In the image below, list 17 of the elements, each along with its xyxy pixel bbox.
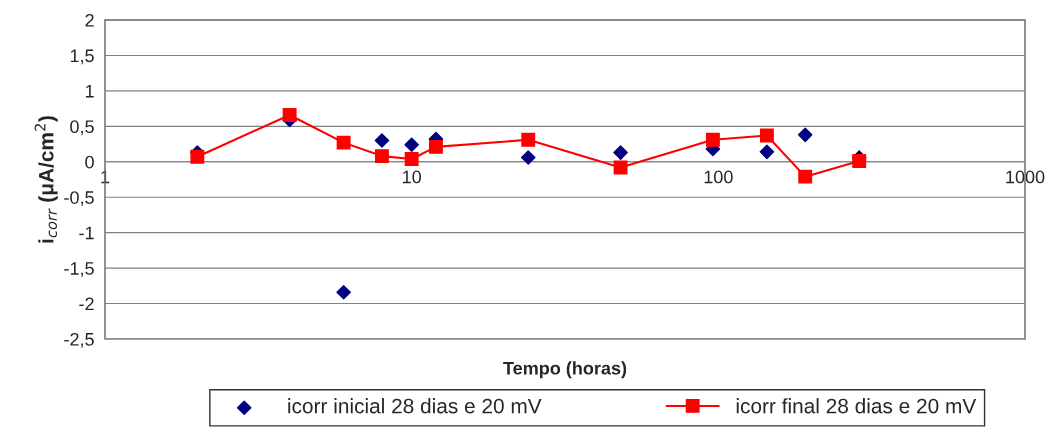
y-tick-label: 1,5 [70,49,94,65]
y-tick-label: -0,5 [64,191,94,207]
legend-label: icorr inicial 28 dias e 20 mV [288,398,542,414]
x-tick-label: 1000 [1006,170,1045,184]
x-tick-label: 10 [403,170,421,184]
y-tick-label: -2,5 [64,332,94,348]
y-tick-label: 0,5 [70,120,94,136]
y-tick-label: 1 [85,85,94,98]
y-tick-label: -1 [79,226,94,240]
y-axis-title: i$_{corr}$ (μA/cm$^{2}$) [34,116,58,243]
x-axis-title: Tempo (horas) [503,361,627,379]
y-tick-label: -2 [79,297,94,311]
y-tick-label: 2 [85,13,94,27]
x-tick-label: 100 [704,170,733,184]
legend-label: icorr final 28 dias e 20 mV [736,398,977,414]
y-tick-label: 0 [85,155,94,169]
y-tick-label: -1,5 [64,262,94,277]
